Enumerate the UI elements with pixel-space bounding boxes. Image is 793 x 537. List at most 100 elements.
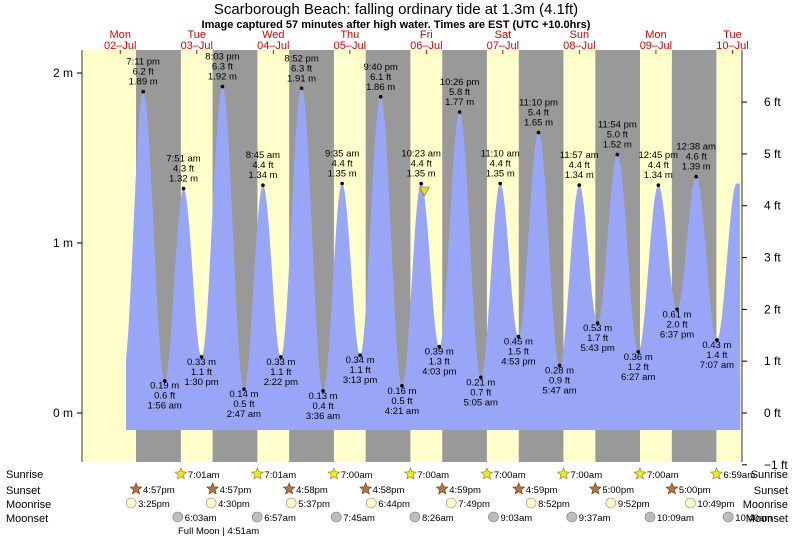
tide-point — [378, 95, 383, 99]
right-tick-label: 2 ft — [764, 302, 781, 316]
tide-label: 0.6 ft — [154, 391, 175, 402]
tide-label: 8:03 pm — [205, 52, 239, 63]
tide-label: 6.1 ft — [370, 72, 391, 83]
moonrise-time: 6:44pm — [378, 499, 410, 510]
moonset-time: 6:03am — [185, 513, 217, 524]
tide-label: 1.35 m — [407, 169, 436, 180]
sunset-time: 5:00pm — [602, 485, 634, 496]
tide-label: 0.43 m — [702, 340, 731, 351]
right-tick-label: −1 ft — [764, 458, 788, 472]
row-label-sunset-right: Sunset — [754, 485, 788, 497]
tide-point — [419, 181, 423, 186]
tide-label: 12:38 am — [676, 142, 716, 153]
chart-subtitle: Image captured 57 minutes after high wat… — [202, 19, 591, 31]
day-name: Wed — [262, 29, 284, 41]
tide-label: 7:51 am — [166, 154, 200, 165]
tide-point — [656, 183, 661, 187]
tide-label: 1.35 m — [486, 169, 515, 180]
tide-label: 4:21 am — [385, 406, 419, 417]
sunrise-time: 7:01am — [264, 470, 296, 481]
day-date: 02–Jul — [104, 40, 136, 52]
sunset-time: 5:00pm — [679, 485, 711, 496]
tide-point — [358, 353, 362, 358]
day-name: Mon — [110, 29, 131, 41]
tide-label: 1.91 m — [287, 73, 316, 84]
tide-label: 1.89 m — [129, 77, 158, 88]
tide-label: 1.35 m — [328, 169, 357, 180]
tide-label: 1.65 m — [524, 118, 553, 129]
sunset-icon — [588, 482, 602, 495]
tide-point — [557, 363, 562, 368]
tide-label: 6.3 ft — [212, 62, 233, 73]
tide-label: 1:30 pm — [184, 377, 218, 388]
moonrise-icon — [125, 497, 137, 509]
sunrise-time: 7:00am — [341, 470, 373, 481]
day-name: Sun — [570, 29, 590, 41]
moonrise-time: 5:37pm — [298, 499, 330, 510]
tide-label: 11:57 am — [560, 150, 599, 161]
sunset-time: 4:59pm — [449, 485, 481, 496]
sunrise-time: 6:59am — [723, 470, 755, 481]
sunset-icon — [665, 482, 679, 495]
tide-label: 0.28 m — [545, 365, 574, 376]
tide-label: 11:54 pm — [598, 120, 637, 131]
day-name: Tue — [723, 29, 742, 41]
moonset-icon — [330, 511, 342, 523]
tide-label: 2.0 ft — [666, 319, 687, 330]
tide-label: 5:05 am — [464, 397, 498, 408]
tide-label: 0.33 m — [266, 357, 295, 368]
tide-area — [126, 86, 741, 430]
tide-point — [516, 334, 521, 339]
astronomy-rows: 7:01am 7:01am 7:00am 7:00am 7:00am 7:00am 7:00… — [125, 467, 772, 524]
tide-labels: 7:11 pm6.2 ft1.89 m 0.19 m0.6 ft1:56 am 7:… — [126, 52, 734, 422]
tide-label: 0.5 ft — [391, 396, 412, 407]
row-label-sunrise-right: Sunrise — [751, 469, 788, 481]
left-tick-label: 0 m — [53, 406, 73, 420]
sunrise-icon — [480, 467, 494, 480]
tide-label: 5.8 ft — [449, 87, 470, 98]
right-tick-label: 5 ft — [764, 147, 781, 161]
tide-label: 1.2 ft — [628, 362, 649, 373]
tide-label: 0.34 m — [346, 355, 375, 366]
tide-point — [675, 307, 679, 312]
sunset-time: 4:57pm — [143, 485, 175, 496]
tide-label: 1.3 ft — [429, 357, 450, 368]
left-tick-label: 1 m — [53, 236, 73, 250]
left-tick-label: 2 m — [53, 66, 73, 80]
tide-label: 0.7 ft — [470, 387, 491, 398]
sunset-time: 4:58pm — [373, 485, 405, 496]
tide-point — [261, 183, 265, 187]
sunrise-time: 7:00am — [570, 470, 602, 481]
tide-label: 2:47 am — [227, 409, 261, 420]
tide-label: 5.4 ft — [528, 108, 549, 119]
sunrise-icon — [633, 467, 647, 480]
moonset-icon — [722, 511, 734, 523]
sunrise-icon — [327, 467, 341, 480]
moonrise-time: 7:49pm — [458, 499, 490, 510]
moonset-time: 8:26am — [422, 513, 454, 524]
tide-label: 0.9 ft — [549, 375, 570, 386]
tide-label: 7:07 am — [700, 360, 734, 371]
right-tick-label: 4 ft — [764, 199, 781, 213]
tide-label: 8:45 am — [246, 150, 280, 161]
tide-point — [479, 375, 483, 380]
row-label-moonset-left: Moonset — [6, 513, 48, 525]
sunset-icon — [129, 482, 143, 495]
tide-label: 4.4 ft — [252, 160, 273, 171]
tide-label: 0.53 m — [583, 323, 612, 334]
moonset-icon — [644, 511, 656, 523]
tide-label: 1.92 m — [208, 72, 237, 83]
tide-label: 1.7 ft — [587, 333, 608, 344]
day-name: Mon — [645, 29, 666, 41]
tide-label: 4.4 ft — [569, 160, 590, 171]
moonrise-icon — [365, 497, 377, 509]
tide-point — [162, 378, 167, 383]
sunset-time: 4:59pm — [526, 485, 558, 496]
right-tick-label: 6 ft — [764, 95, 781, 109]
sunrise-icon — [403, 467, 417, 480]
current-level-marker — [418, 186, 430, 197]
tide-label: 5:47 am — [542, 385, 576, 396]
day-date: 07–Jul — [487, 40, 519, 52]
moonset-time: 7:45am — [343, 513, 375, 524]
tide-point — [437, 344, 442, 349]
